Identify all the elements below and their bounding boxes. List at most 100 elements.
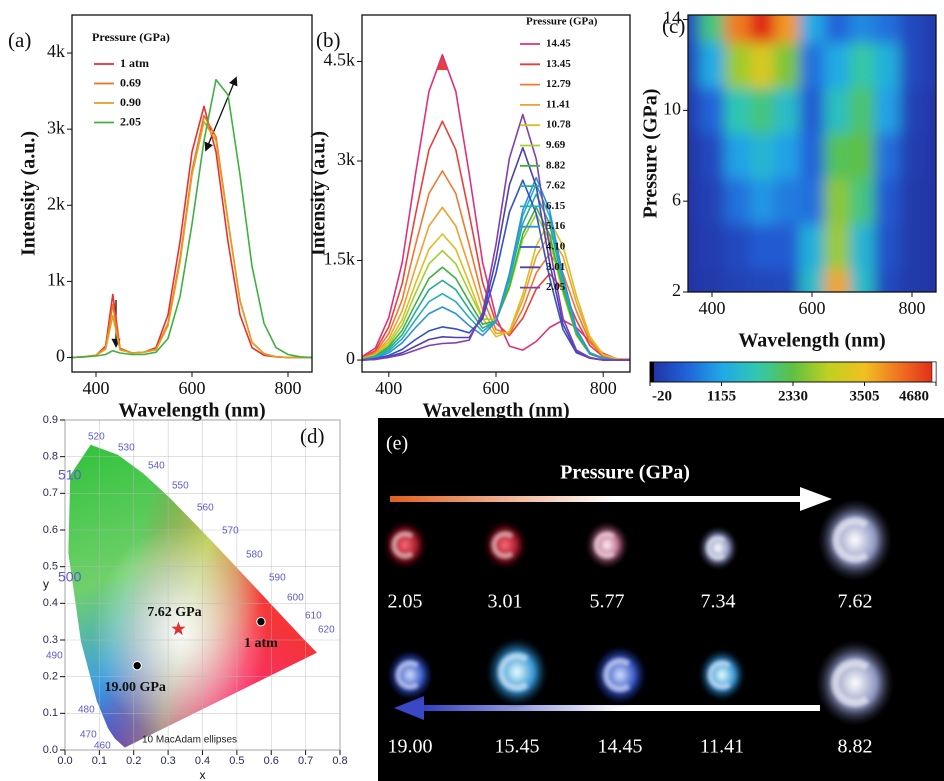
heatmap-cell — [724, 42, 750, 89]
heatmap-cell — [688, 87, 700, 134]
y-tick-label: 4k — [47, 41, 65, 61]
y-tick-label: 0 — [56, 346, 65, 366]
y-tick-label: 0.0 — [43, 744, 58, 756]
pressure-label: 8.82 — [838, 736, 873, 758]
heatmap-cell — [774, 42, 800, 89]
x-tick-label: 0.7 — [298, 755, 313, 767]
heatmap-cell — [849, 269, 875, 292]
heatmap-cell — [699, 133, 725, 179]
heatmap-cell — [924, 42, 936, 89]
locus-annotation: 590 — [269, 573, 286, 584]
y-tick-label: 0.6 — [43, 524, 58, 536]
photo-glow — [698, 648, 746, 702]
x-tick-label: 0.6 — [264, 755, 279, 767]
legend-label: 3.01 — [546, 261, 565, 273]
heatmap-cell — [699, 42, 725, 89]
heatmap-cell — [874, 133, 900, 179]
sample-photo — [485, 636, 549, 708]
x-tick-label: 800 — [590, 378, 617, 398]
data-point — [132, 660, 142, 671]
x-tick-label: 600 — [179, 378, 206, 398]
y-tick-label: 10 — [663, 98, 681, 118]
x-axis-label: Wavelength (nm) — [118, 400, 265, 422]
heatmap-cell — [724, 87, 750, 134]
heatmap-cell — [799, 269, 825, 292]
heatmap-cell — [899, 223, 925, 270]
pressure-down-arrow — [394, 696, 820, 720]
heatmap-cell — [749, 178, 775, 225]
x-tick-label: 0.2 — [126, 755, 141, 767]
heatmap-cell — [824, 87, 850, 134]
heatmap-cell — [688, 42, 700, 89]
x-tick-label: 0.0 — [57, 755, 72, 767]
heatmap-cell — [924, 133, 936, 179]
sample-photo — [817, 498, 893, 582]
x-axis-label: x — [200, 768, 206, 781]
locus-annotation: 580 — [246, 550, 263, 561]
x-tick-label: 800 — [275, 378, 302, 398]
heatmap-cell — [724, 133, 750, 179]
sample-photo — [386, 648, 434, 702]
heatmap-cell — [899, 42, 925, 89]
heatmap-cell — [774, 15, 800, 43]
heatmap-cell — [724, 178, 750, 225]
heatmap-cell — [824, 269, 850, 292]
heatmap-cell — [774, 178, 800, 225]
colorbar-tick-label: 3505 — [850, 388, 880, 404]
point-label: 19.00 GPa — [104, 680, 165, 695]
heatmap-cell — [824, 133, 850, 179]
y-tick-label: 0.2 — [43, 671, 58, 683]
pressure-label: 7.62 — [838, 591, 873, 613]
annotation-arrow — [204, 76, 238, 152]
spectrum-line — [361, 176, 630, 361]
heatmap-cell — [799, 133, 825, 179]
legend-label: 13.45 — [546, 58, 571, 70]
spectrum-line — [361, 113, 630, 361]
photo-glow — [386, 648, 434, 702]
locus-annotation: 500 — [58, 569, 82, 585]
x-tick-label: 0.4 — [195, 755, 210, 767]
colorbar-end — [650, 362, 654, 382]
photo-crescent — [498, 653, 529, 691]
photo-crescent — [603, 658, 630, 692]
spectrum-line — [71, 105, 312, 359]
heatmap-cell — [874, 87, 900, 134]
y-tick-label: 3k — [47, 117, 65, 137]
y-tick-label: 2 — [672, 280, 681, 300]
heatmap-cell — [899, 133, 925, 179]
y-tick-label: 0.4 — [43, 597, 58, 609]
heatmap-cell — [849, 87, 875, 134]
x-axis-label: Wavelength (nm) — [738, 330, 885, 352]
photo-crescent — [395, 660, 419, 690]
heatmap-cell — [899, 87, 925, 134]
photo-glow — [817, 498, 893, 582]
heatmap-cell — [699, 87, 725, 134]
heatmap-cell — [774, 133, 800, 179]
y-tick-label: 6 — [672, 189, 681, 209]
heatmap-cell — [924, 178, 936, 225]
heatmap-cell — [924, 269, 936, 292]
sample-photo — [592, 644, 648, 706]
heatmap-cell — [799, 87, 825, 134]
heatmap-cell — [749, 87, 775, 134]
heatmap-cell — [749, 15, 775, 43]
heatmap-cell — [799, 223, 825, 270]
y-tick-label: 3k — [337, 149, 355, 169]
spectrum-line — [361, 120, 631, 361]
photo-crescent — [594, 532, 615, 558]
y-tick-label: 1k — [47, 270, 65, 290]
photo-glow — [585, 520, 629, 570]
photo-glow — [698, 526, 738, 570]
point-label: 1 atm — [244, 636, 278, 651]
y-tick-label: 0.5 — [43, 561, 58, 573]
photo-glow — [483, 520, 527, 570]
heatmap-cell — [699, 178, 725, 225]
heatmap-cell — [774, 223, 800, 270]
legend-label: 1 atm — [120, 56, 149, 70]
locus-annotation: 560 — [197, 503, 214, 514]
heatmap-cell — [874, 42, 900, 89]
heatmap-cell — [849, 133, 875, 179]
locus-annotation: 570 — [222, 526, 239, 537]
photo-crescent — [492, 532, 513, 558]
